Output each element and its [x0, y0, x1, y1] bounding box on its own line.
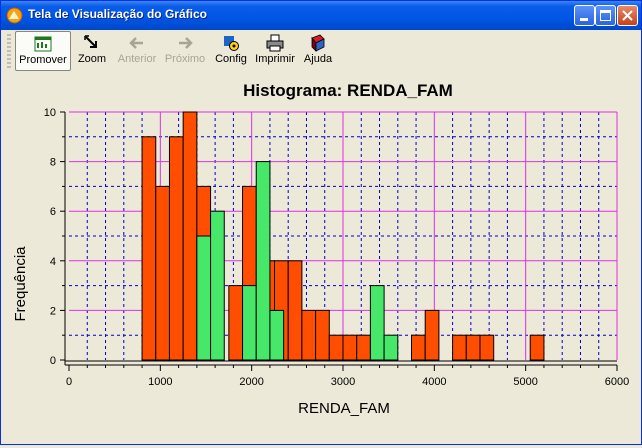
minimize-button[interactable] — [574, 5, 595, 26]
histogram-bar — [479, 334, 495, 361]
histogram-bar — [228, 285, 244, 361]
histogram-bar — [465, 334, 481, 361]
histogram-bar — [242, 285, 257, 361]
close-icon — [622, 10, 633, 21]
histogram-bar — [356, 334, 371, 361]
x-axis-label: RENDA_FAM — [298, 400, 390, 417]
y-tick-label: 4 — [50, 256, 56, 268]
previous-button[interactable]: Anterior — [113, 31, 161, 71]
chart-panel: Histograma: RENDA_FAM 0 1000 2000 3000 4000 5… — [1, 73, 641, 444]
promote-label: Promover — [19, 54, 67, 66]
histogram-bar — [155, 185, 170, 361]
zoom-icon — [84, 35, 97, 48]
x-tick-label: 6000 — [605, 376, 629, 388]
chart-bars — [141, 111, 545, 361]
histogram-bar — [196, 235, 212, 361]
minimize-icon — [580, 18, 588, 21]
toolbar-grip[interactable] — [7, 34, 11, 68]
y-axis-label: Frequência — [12, 246, 29, 322]
histogram-bar — [411, 334, 426, 361]
zoom-button[interactable]: Zoom — [72, 31, 112, 71]
config-icon — [224, 36, 239, 51]
histogram-bar — [452, 334, 467, 361]
print-label: Imprimir — [255, 53, 295, 65]
histogram-bar — [269, 309, 285, 361]
chart-title: Histograma: RENDA_FAM — [243, 81, 453, 100]
maximize-button[interactable] — [595, 5, 616, 26]
x-tick-label: 0 — [66, 376, 72, 388]
histogram-bar — [287, 260, 303, 361]
previous-label: Anterior — [117, 53, 157, 65]
app-icon — [6, 7, 23, 24]
x-tick-label: 3000 — [331, 376, 355, 388]
window-title: Tela de Visualização do Gráfico — [28, 7, 207, 21]
help-label: Ajuda — [303, 53, 333, 65]
histogram-bar — [141, 136, 157, 361]
histogram-bar — [315, 309, 330, 361]
histogram-bar — [301, 309, 317, 361]
next-label: Próximo — [164, 53, 206, 65]
arrow-right-icon — [179, 37, 193, 49]
histogram-bar — [342, 334, 358, 361]
x-tick-label: 2000 — [239, 376, 263, 388]
x-tick-label: 5000 — [513, 376, 537, 388]
zoom-label: Zoom — [77, 53, 107, 65]
close-button[interactable] — [617, 5, 638, 26]
y-tick-label: 2 — [50, 305, 56, 317]
arrow-left-icon — [129, 37, 143, 49]
help-button[interactable]: Ajuda — [298, 31, 338, 71]
histogram-chart[interactable]: Histograma: RENDA_FAM 0 1000 2000 3000 4000 5… — [1, 73, 641, 444]
histogram-bar — [529, 334, 545, 361]
x-tick-label: 4000 — [422, 376, 446, 388]
y-tick-label: 8 — [50, 157, 56, 169]
histogram-bar — [210, 210, 225, 361]
chart-axes: 0 1000 2000 3000 4000 5000 6000 0 2 4 6 8 10 — [44, 107, 629, 388]
y-tick-label: 0 — [50, 355, 56, 367]
histogram-bar — [255, 161, 271, 361]
y-tick-label: 10 — [44, 107, 56, 119]
histogram-bar — [168, 136, 184, 361]
config-button[interactable]: Config — [210, 31, 252, 71]
print-button[interactable]: Imprimir — [253, 31, 297, 71]
title-bar[interactable]: Tela de Visualização do Gráfico — [1, 1, 641, 30]
histogram-bar — [369, 285, 385, 361]
x-tick-label: 1000 — [148, 376, 172, 388]
printer-icon — [266, 34, 284, 52]
histogram-bar — [328, 334, 344, 361]
histogram-bar — [182, 111, 198, 361]
histogram-bar — [383, 334, 399, 361]
toolbar: Promover Zoom Anterior Próximo — [6, 31, 339, 72]
help-book-icon — [311, 34, 325, 52]
histogram-bar — [424, 309, 440, 361]
config-label: Config — [215, 53, 247, 65]
promote-button[interactable]: Promover — [15, 31, 71, 71]
maximize-icon — [600, 10, 611, 21]
next-button[interactable]: Próximo — [161, 31, 209, 71]
y-tick-label: 6 — [50, 206, 56, 218]
promote-icon — [34, 36, 52, 52]
